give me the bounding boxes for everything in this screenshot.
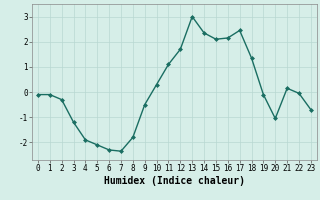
X-axis label: Humidex (Indice chaleur): Humidex (Indice chaleur) xyxy=(104,176,245,186)
